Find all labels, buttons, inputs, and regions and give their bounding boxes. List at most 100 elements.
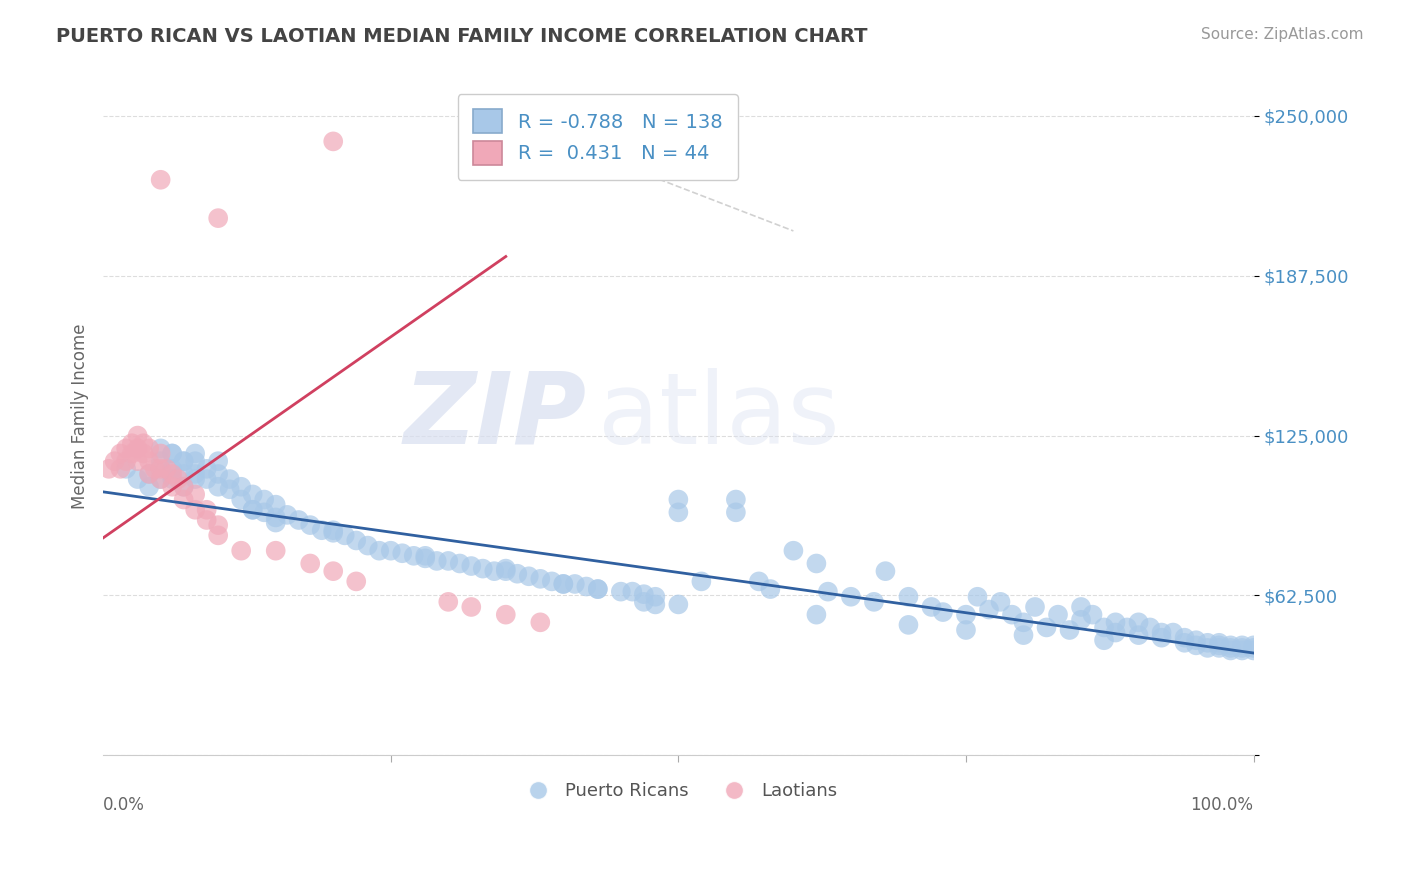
Text: PUERTO RICAN VS LAOTIAN MEDIAN FAMILY INCOME CORRELATION CHART: PUERTO RICAN VS LAOTIAN MEDIAN FAMILY IN… [56,27,868,45]
Point [287,513,309,527]
Point [110,446,132,460]
Point [1139,620,1161,634]
Point [724,505,747,519]
Point [817,584,839,599]
Point [231,480,253,494]
Point [402,549,425,563]
Point [1128,628,1150,642]
Point [138,442,160,456]
Point [1150,625,1173,640]
Point [121,436,143,450]
Point [242,502,264,516]
Point [242,487,264,501]
Point [1230,643,1253,657]
Point [207,467,229,481]
Point [1070,599,1092,614]
Point [1150,631,1173,645]
Point [863,595,886,609]
Point [897,618,920,632]
Point [1047,607,1070,622]
Point [138,454,160,468]
Point [782,543,804,558]
Point [540,574,562,589]
Point [495,607,517,622]
Point [195,472,218,486]
Point [184,487,207,501]
Point [149,442,172,456]
Point [759,582,782,596]
Point [1185,633,1208,648]
Point [173,480,195,494]
Point [1174,636,1197,650]
Point [586,582,609,596]
Point [264,516,287,530]
Point [207,518,229,533]
Point [207,454,229,468]
Text: Source: ZipAtlas.com: Source: ZipAtlas.com [1201,27,1364,42]
Point [132,446,155,460]
Point [621,584,644,599]
Point [977,602,1000,616]
Point [413,551,436,566]
Point [1161,625,1184,640]
Point [553,577,575,591]
Text: atlas: atlas [598,368,839,465]
Point [1059,623,1081,637]
Point [955,607,977,622]
Point [231,543,253,558]
Point [1219,640,1241,655]
Point [184,467,207,481]
Point [299,557,322,571]
Point [748,574,770,589]
Point [1012,615,1035,630]
Point [311,523,333,537]
Point [806,557,828,571]
Point [264,510,287,524]
Point [1197,640,1219,655]
Point [897,590,920,604]
Point [160,446,183,460]
Point [1208,636,1230,650]
Point [1197,636,1219,650]
Point [1243,640,1265,655]
Point [322,523,344,537]
Point [1230,638,1253,652]
Point [460,559,482,574]
Point [529,572,551,586]
Point [1116,620,1139,634]
Point [115,454,138,468]
Point [149,462,172,476]
Point [644,590,666,604]
Point [990,595,1012,609]
Point [253,505,276,519]
Point [426,554,449,568]
Point [1208,638,1230,652]
Point [173,480,195,494]
Point [322,525,344,540]
Point [1081,607,1104,622]
Point [167,472,190,486]
Point [242,502,264,516]
Point [380,543,402,558]
Point [449,557,471,571]
Point [391,546,413,560]
Text: ZIP: ZIP [404,368,586,465]
Point [195,513,218,527]
Point [344,533,367,548]
Point [1219,643,1241,657]
Point [160,472,183,486]
Point [1092,620,1115,634]
Point [173,467,195,481]
Point [955,623,977,637]
Point [143,462,166,476]
Point [160,462,183,476]
Point [160,446,183,460]
Point [127,454,149,468]
Point [920,599,942,614]
Point [1128,615,1150,630]
Point [633,595,655,609]
Point [1012,628,1035,642]
Point [806,607,828,622]
Point [1219,638,1241,652]
Point [115,462,138,476]
